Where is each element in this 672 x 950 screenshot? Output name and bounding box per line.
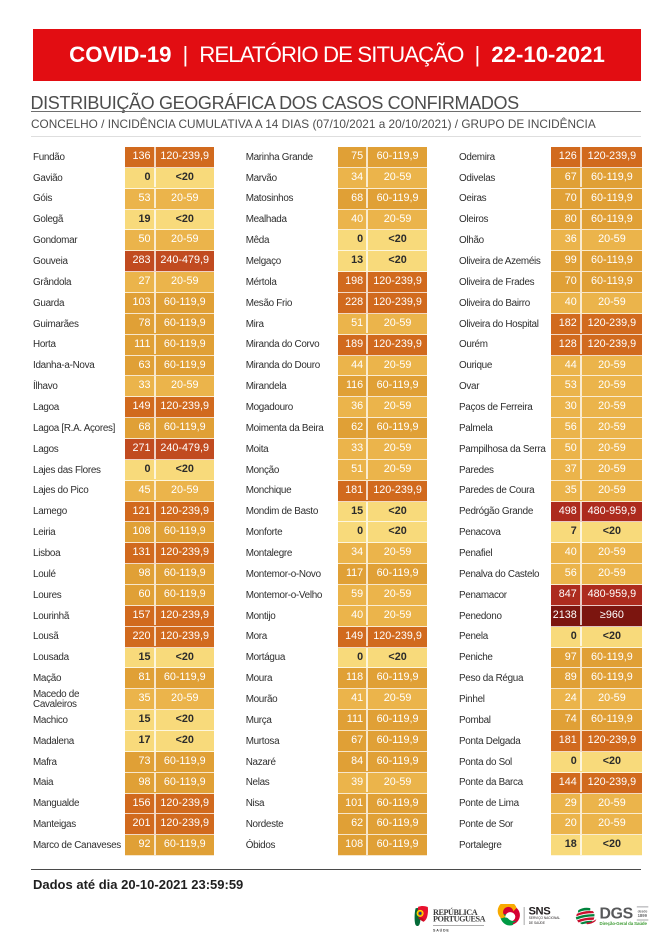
svg-text:REPÚBLICA: REPÚBLICA [433,907,478,917]
svg-text:DE SAÚDE: DE SAÚDE [529,920,545,925]
svg-text:DGS: DGS [600,905,633,922]
svg-text:Direção-Geral da Saúde: Direção-Geral da Saúde [600,921,648,926]
svg-text:SAÚDE: SAÚDE [433,927,450,932]
svg-text:1899: 1899 [638,913,648,918]
svg-text:PORTUGUESA: PORTUGUESA [433,914,486,923]
svg-text:SERVIÇO NACIONAL: SERVIÇO NACIONAL [529,916,561,920]
svg-text:desde: desde [638,909,648,913]
svg-text:SNS: SNS [529,906,552,918]
